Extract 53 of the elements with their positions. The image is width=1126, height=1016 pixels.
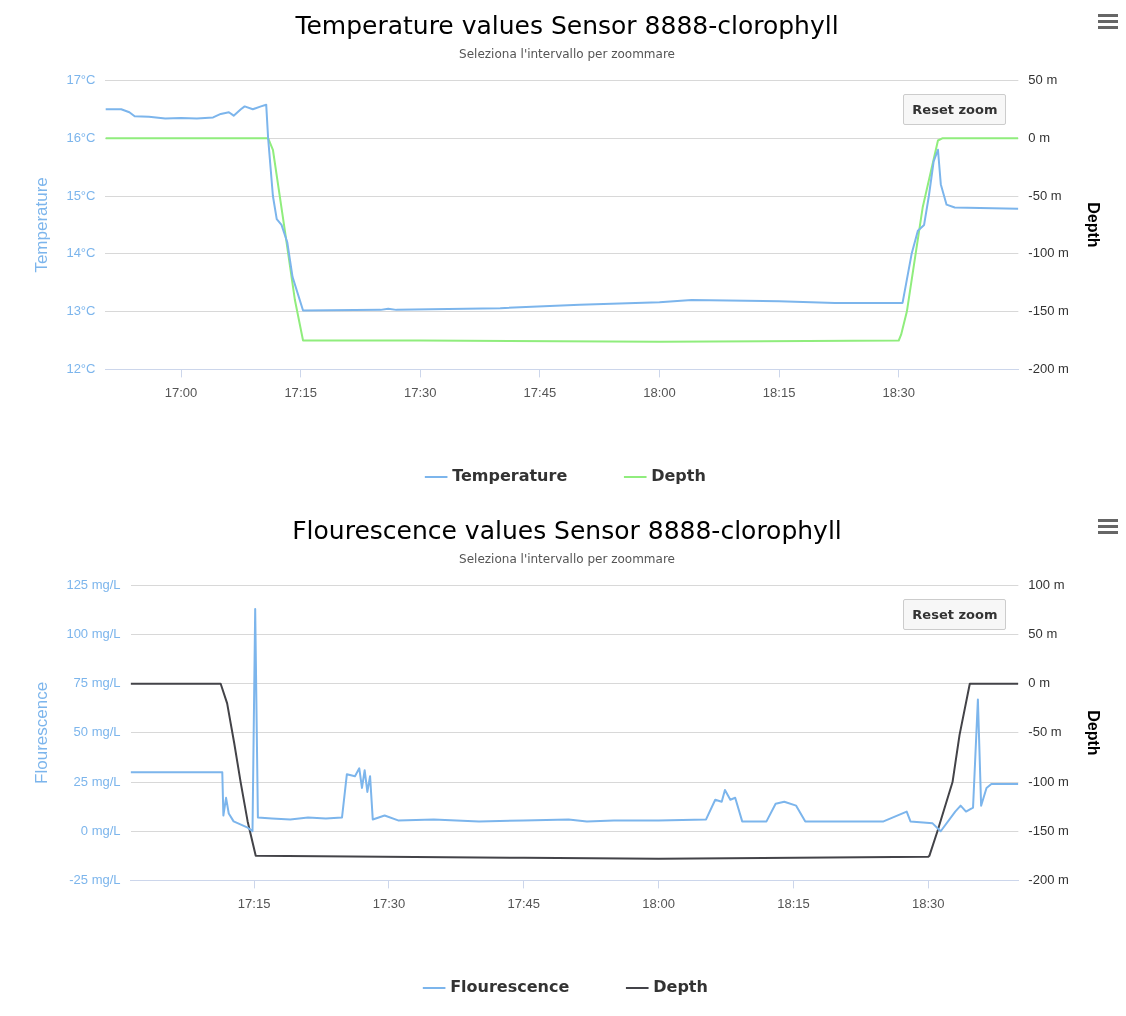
y2-tick-label: -200 m: [1028, 360, 1069, 376]
x-tick-label: 17:30: [404, 384, 437, 400]
chart-subtitle: Seleziona l'intervallo per zoommare: [459, 552, 675, 567]
y-axis-title: Temperature: [31, 177, 51, 273]
x-tick-label: 18:15: [777, 895, 810, 911]
x-tick-label: 17:15: [237, 895, 271, 911]
y-tick-label: -25 mg/L: [69, 871, 121, 887]
y2-axis-title: Depth: [1084, 710, 1102, 756]
chart-title: Flourescence values Sensor 8888-clorophyll: [292, 515, 842, 545]
chart-title: Temperature values Sensor 8888-clorophyll: [294, 10, 839, 40]
y2-tick-label: 50 m: [1028, 626, 1058, 642]
y2-tick-label: 50 m: [1028, 71, 1058, 87]
y-tick-label: 25 mg/L: [73, 773, 121, 789]
x-tick-label: 18:30: [882, 384, 915, 400]
y-tick-label: 125 mg/L: [66, 576, 121, 592]
legend-label: Depth: [651, 466, 706, 486]
legend-label: Depth: [653, 977, 708, 997]
chart-subtitle: Seleziona l'intervallo per zoommare: [459, 47, 675, 62]
y2-tick-label: -50 m: [1028, 724, 1062, 740]
x-tick-label: 18:00: [642, 895, 675, 911]
y2-tick-label: 100 m: [1028, 576, 1065, 592]
y2-tick-label: -50 m: [1028, 187, 1062, 203]
y-tick-label: 15°C: [66, 187, 96, 203]
y2-tick-label: -200 m: [1028, 871, 1069, 887]
y2-axis-title: Depth: [1084, 202, 1102, 248]
y2-tick-label: -150 m: [1028, 822, 1069, 838]
y-tick-label: 17°C: [66, 71, 96, 87]
legend-label: Temperature: [452, 466, 568, 486]
x-tick-label: 18:15: [762, 384, 796, 400]
y-tick-label: 14°C: [66, 245, 96, 261]
x-tick-label: 17:15: [284, 384, 317, 400]
x-tick-label: 17:00: [164, 384, 198, 400]
y-tick-label: 12°C: [66, 360, 96, 376]
reset-zoom-button: Reset zoom: [903, 94, 1007, 126]
y2-tick-label: 0 m: [1028, 129, 1051, 145]
x-tick-label: 17:45: [523, 384, 557, 400]
y-tick-label: 50 mg/L: [73, 724, 121, 740]
y-tick-label: 16°C: [66, 129, 96, 145]
x-tick-label: 18:30: [912, 895, 945, 911]
y2-tick-label: -100 m: [1028, 245, 1069, 261]
y2-tick-label: -150 m: [1028, 303, 1069, 319]
x-tick-label: 18:00: [643, 384, 676, 400]
y2-tick-label: -100 m: [1028, 773, 1069, 789]
y-tick-label: 100 mg/L: [66, 626, 121, 642]
x-tick-label: 17:45: [507, 895, 541, 911]
y-tick-label: 13°C: [66, 303, 96, 319]
y-tick-label: 0 mg/L: [80, 822, 121, 838]
y-tick-label: 75 mg/L: [73, 675, 121, 691]
x-tick-label: 17:30: [372, 895, 406, 911]
reset-zoom-button: Reset zoom: [903, 599, 1007, 631]
legend-label: Flourescence: [450, 977, 570, 997]
y2-tick-label: 0 m: [1028, 675, 1051, 691]
y-axis-title: Flourescence: [31, 681, 51, 784]
